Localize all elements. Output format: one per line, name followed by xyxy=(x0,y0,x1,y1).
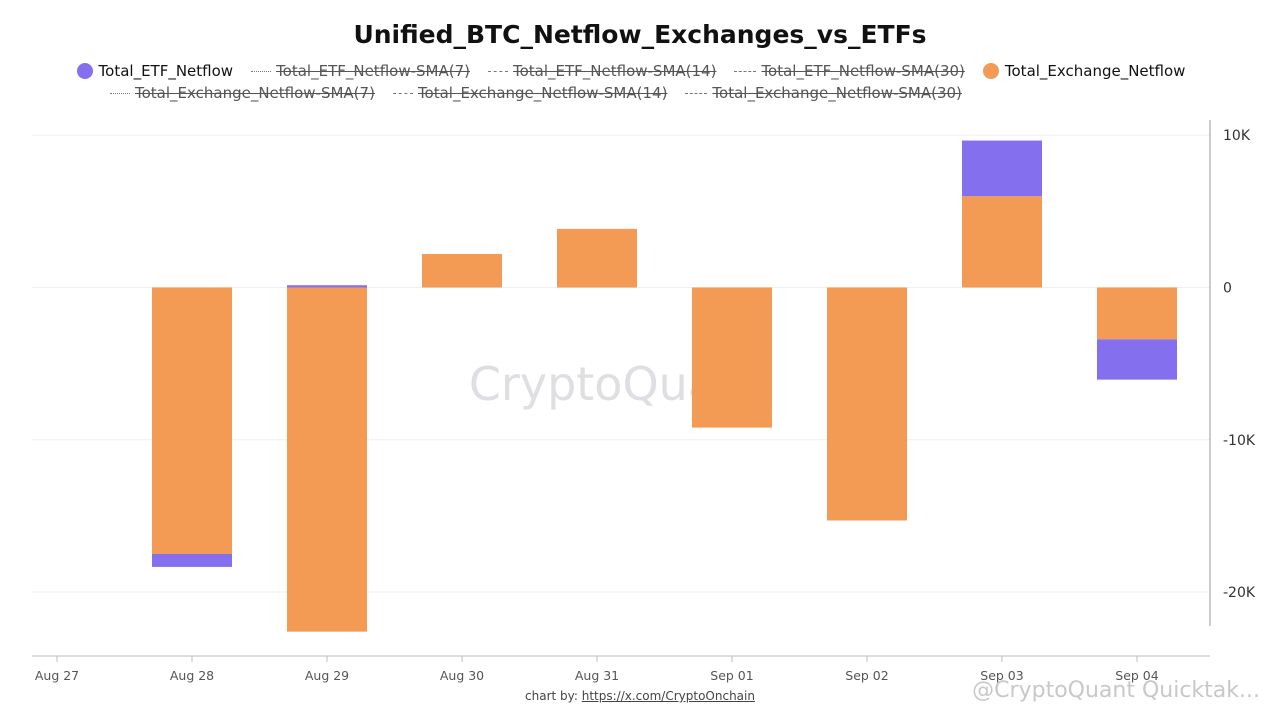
legend-row-2: Total_Exchange_Netflow-SMA(7) Total_Excha… xyxy=(0,84,1280,102)
x-tick-label: Aug 28 xyxy=(170,668,214,683)
bar-total-etf-netflow xyxy=(287,285,367,288)
y-tick-label: -10K xyxy=(1223,433,1256,449)
legend-label: Total_Exchange_Netflow-SMA(7) xyxy=(135,84,375,102)
credit-prefix: chart by: xyxy=(525,689,582,703)
legend-line-icon xyxy=(110,92,130,94)
legend-line-icon xyxy=(392,92,413,94)
legend-line-icon xyxy=(487,70,508,72)
y-tick-label: -20K xyxy=(1223,585,1256,601)
x-tick-label: Aug 30 xyxy=(440,668,484,683)
legend-line-icon xyxy=(685,92,708,94)
bar-total-etf-netflow xyxy=(152,553,232,567)
bar-total-exchange-netflow xyxy=(557,228,637,288)
x-tick-label: Aug 31 xyxy=(575,668,619,683)
legend-item[interactable]: Total_Exchange_Netflow-SMA(14) xyxy=(392,84,668,102)
x-tick-label: Aug 27 xyxy=(35,668,79,683)
legend-label: Total_ETF_Netflow-SMA(30) xyxy=(761,62,965,80)
corner-watermark: @CryptoQuant Quicktak... xyxy=(972,678,1260,703)
legend-label: Total_Exchange_Netflow-SMA(30) xyxy=(712,84,962,102)
legend-item[interactable]: Total_ETF_Netflow xyxy=(76,62,234,80)
legend-item[interactable]: Total_Exchange_Netflow-SMA(30) xyxy=(685,84,962,102)
legend-dot-icon xyxy=(982,63,999,79)
legend-item[interactable]: Total_ETF_Netflow-SMA(14) xyxy=(487,62,717,80)
legend-item[interactable]: Total_Exchange_Netflow xyxy=(982,62,1186,80)
bar-total-exchange-netflow xyxy=(287,287,367,632)
chart-title: Unified_BTC_Netflow_Exchanges_vs_ETFs xyxy=(353,20,927,49)
x-tick-label: Sep 02 xyxy=(845,668,888,683)
legend-label: Total_ETF_Netflow xyxy=(98,62,234,80)
legend-item[interactable]: Total_Exchange_Netflow-SMA(7) xyxy=(110,84,375,102)
x-tick-label: Sep 03 xyxy=(980,668,1023,683)
legend-dot-icon xyxy=(76,63,93,79)
legend-row-1: Total_ETF_Netflow Total_ETF_Netflow-SMA(7… xyxy=(0,62,1280,80)
legend-line-icon xyxy=(734,70,757,72)
bar-total-exchange-netflow xyxy=(152,287,232,554)
bar-total-exchange-netflow xyxy=(422,254,502,288)
y-tick-label: 10K xyxy=(1223,128,1251,144)
legend-label: Total_Exchange_Netflow-SMA(14) xyxy=(417,84,668,102)
bar-total-etf-netflow xyxy=(1097,339,1177,380)
bar-total-exchange-netflow xyxy=(827,287,907,521)
legend-item[interactable]: Total_ETF_Netflow-SMA(7) xyxy=(251,62,470,80)
credit-link[interactable]: https://x.com/CryptoOnchain xyxy=(581,689,755,703)
legend-label: Total_ETF_Netflow-SMA(7) xyxy=(276,62,470,80)
legend-label: Total_Exchange_Netflow xyxy=(1004,62,1186,80)
x-tick-label: Sep 01 xyxy=(710,668,753,683)
bar-total-exchange-netflow xyxy=(962,196,1042,288)
y-tick-label: 0 xyxy=(1223,281,1232,297)
bar-total-etf-netflow xyxy=(962,140,1042,197)
x-tick-label: Sep 04 xyxy=(1115,668,1158,683)
chart-credit: chart by: https://x.com/CryptoOnchain xyxy=(0,689,1280,703)
legend-line-icon xyxy=(251,70,272,72)
legend-label: Total_ETF_Netflow-SMA(14) xyxy=(512,62,717,80)
bar-total-exchange-netflow xyxy=(692,287,772,428)
bar-total-exchange-netflow xyxy=(1097,287,1177,340)
legend-item[interactable]: Total_ETF_Netflow-SMA(30) xyxy=(734,62,965,80)
x-tick-label: Aug 29 xyxy=(305,668,349,683)
